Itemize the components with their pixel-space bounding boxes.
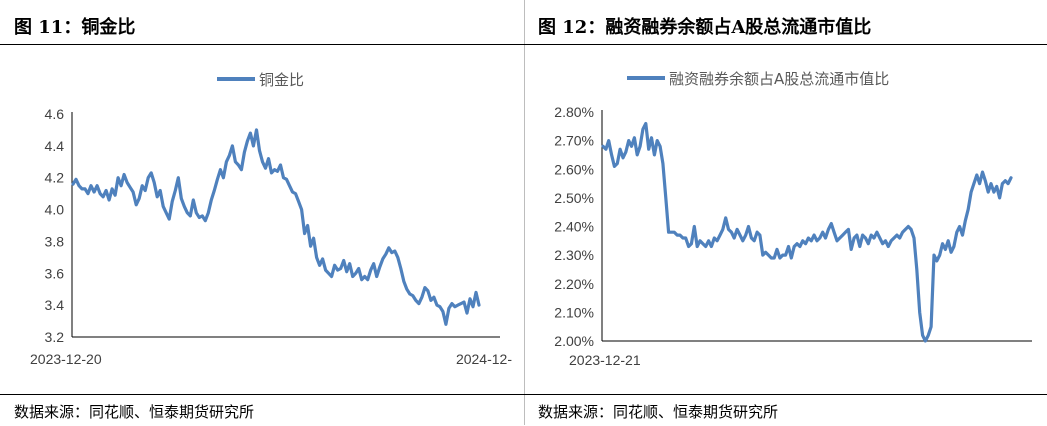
chart-title: 图 11：铜金比 <box>14 17 136 38</box>
margin-ratio-chart: 2.80% 2.70% 2.60% 2.50% 2.40% 2.30% 2.20% 2.10%… <box>554 70 1032 368</box>
y-tick-label: 2.80% <box>554 104 594 120</box>
panel-copper-gold: 图 11：铜金比 4.6 4.4 4.2 4.0 3.8 3.6 3.4 3.2 2023-12… <box>0 0 524 425</box>
panel-footer: 数据来源：同花顺、恒泰期货研究所 <box>0 394 524 426</box>
chart-title: 图 12：融资融券余额占A股总流通市值比 <box>538 17 872 38</box>
y-tick-label: 3.4 <box>45 297 65 313</box>
panel-header: 图 11：铜金比 <box>0 0 524 45</box>
y-tick-label: 3.6 <box>45 265 65 281</box>
y-tick-label: 2.40% <box>554 219 594 235</box>
panel-margin-ratio: 图 12：融资融券余额占A股总流通市值比 2.80% 2.70% 2.60% 2.50… <box>524 0 1047 425</box>
legend-label: 融资融券余额占A股总流通市值比 <box>669 70 889 88</box>
x-tick-label: 2023-12-21 <box>569 352 641 368</box>
legend-label: 铜金比 <box>259 71 304 89</box>
series-line <box>71 128 481 326</box>
series-line <box>601 121 1013 343</box>
y-tick-label: 2.20% <box>554 276 594 292</box>
y-tick-label: 4.2 <box>45 170 65 186</box>
y-tick-label: 3.8 <box>45 233 65 249</box>
x-tick-label: 2023-12-20 <box>30 351 102 367</box>
y-tick-label: 2.30% <box>554 247 594 263</box>
y-tick-label: 2.70% <box>554 133 594 149</box>
x-tick-label: 2024-12- <box>456 351 512 367</box>
panel-divider <box>524 0 525 425</box>
y-tick-label: 2.00% <box>554 333 594 349</box>
y-tick-label: 2.60% <box>554 161 594 177</box>
copper-gold-chart: 4.6 4.4 4.2 4.0 3.8 3.6 3.4 3.2 2023-12-20 2024-1… <box>30 71 512 367</box>
y-tick-label: 3.2 <box>45 329 65 345</box>
panel-footer: 数据来源：同花顺、恒泰期货研究所 <box>524 394 1047 426</box>
y-tick-label: 4.4 <box>45 138 65 154</box>
y-tick-label: 2.50% <box>554 190 594 206</box>
source-note: 数据来源：同花顺、恒泰期货研究所 <box>538 403 779 421</box>
y-tick-label: 4.0 <box>45 202 65 218</box>
panel-header: 图 12：融资融券余额占A股总流通市值比 <box>524 0 1047 45</box>
source-note: 数据来源：同花顺、恒泰期货研究所 <box>14 403 255 421</box>
y-tick-label: 2.10% <box>554 304 594 320</box>
y-tick-label: 4.6 <box>45 106 65 122</box>
